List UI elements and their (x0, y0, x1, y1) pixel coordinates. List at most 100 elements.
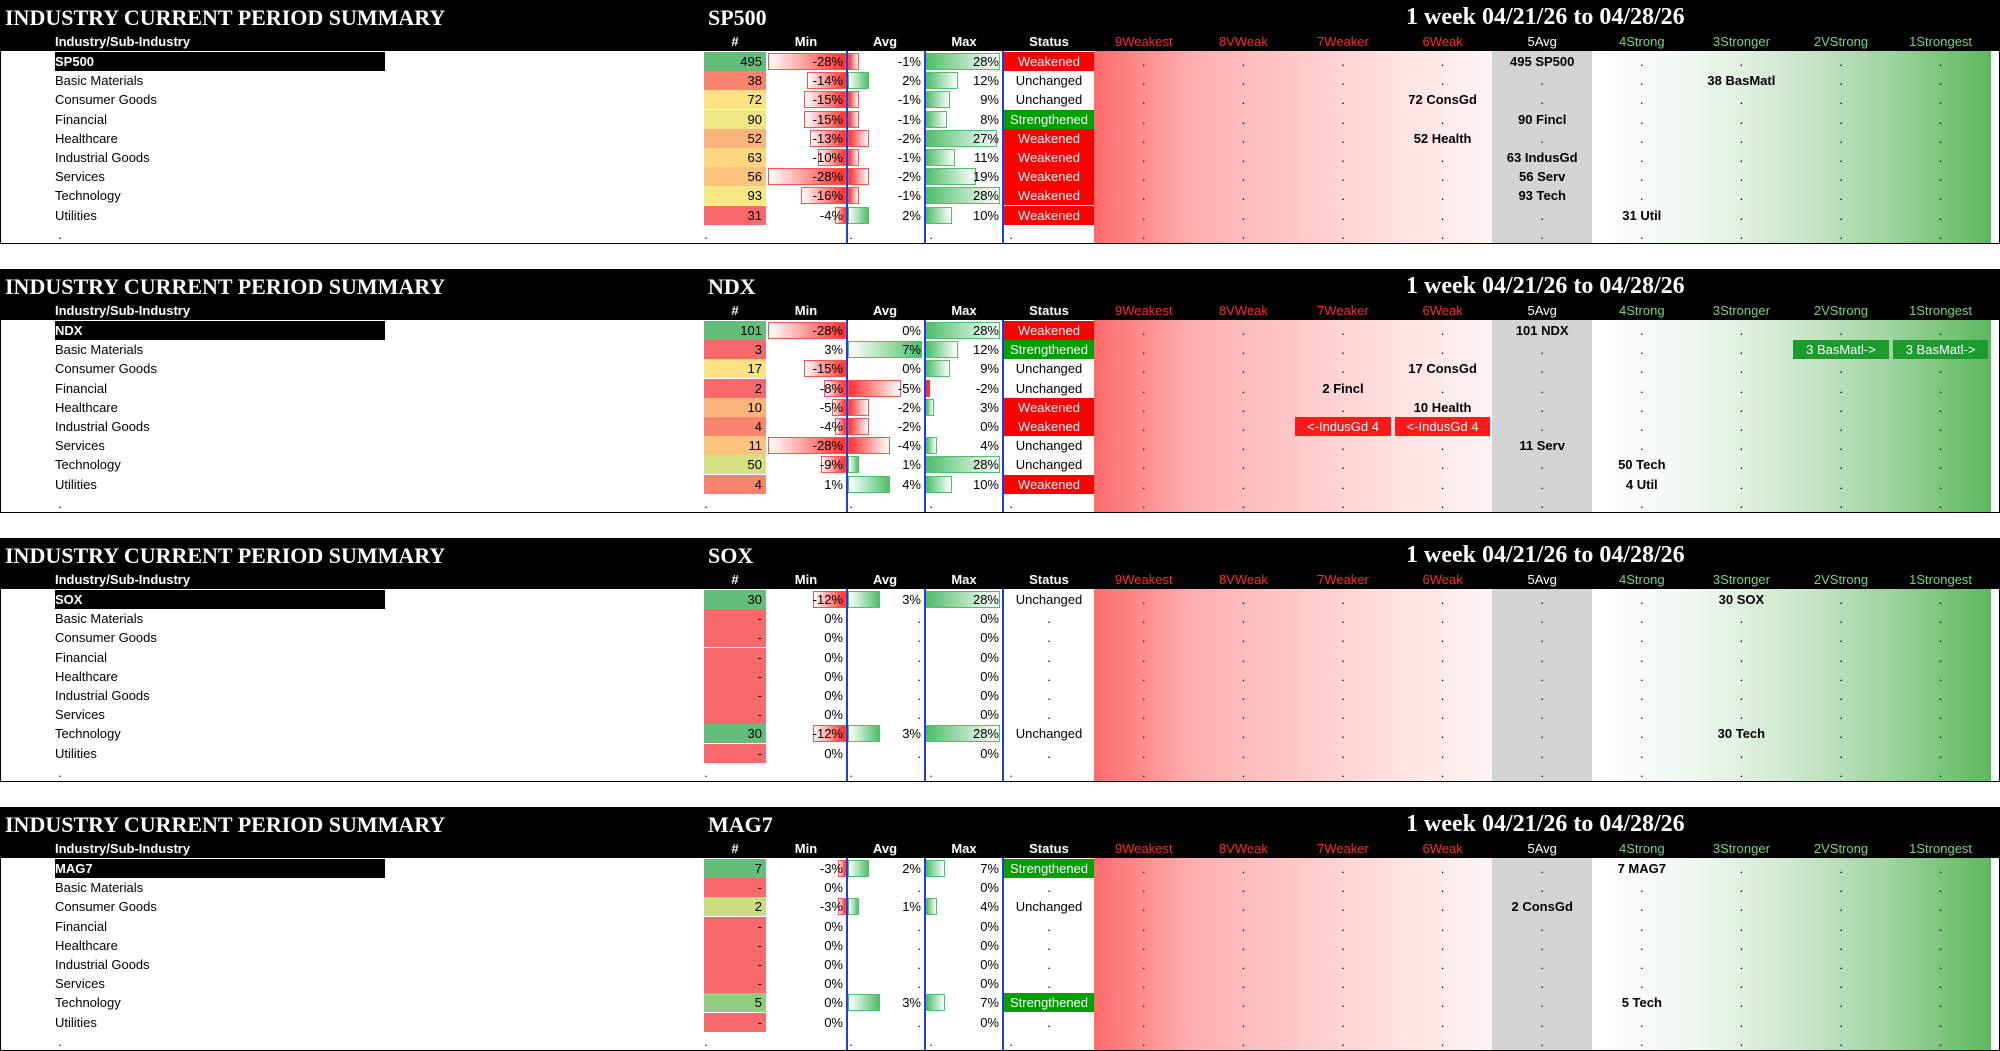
rank-empty-dot: . (1141, 1033, 1146, 1049)
rank-empty-dot: . (1440, 150, 1445, 165)
rank-empty-dot: . (1739, 188, 1744, 204)
rank-placement: 4 Util (1625, 476, 1658, 492)
row-avg-value: -1% (897, 92, 921, 108)
row-max-value: 4% (980, 438, 999, 454)
max-bar (926, 398, 934, 416)
rank-empty-dot: . (1839, 995, 1843, 1011)
row-max-value: 0% (980, 957, 999, 972)
row-min-value: 3% (824, 342, 843, 358)
row-count: 4 (704, 417, 766, 436)
rank-empty-dot: . (1440, 1014, 1445, 1030)
rank-empty-dot: . (1639, 399, 1644, 415)
col-header-max: Max (951, 841, 977, 856)
rank-empty-dot: . (1839, 150, 1843, 165)
row-min: -15% (766, 90, 846, 109)
max-bar (926, 456, 1000, 474)
rank-empty-dot: . (1241, 54, 1246, 69)
panel-title: INDUSTRY CURRENT PERIOD SUMMARY (5, 543, 446, 568)
rank-empty-dot: . (1639, 649, 1644, 665)
rank-empty-dot: . (1241, 668, 1246, 684)
rank-empty-dot: . (1739, 649, 1744, 665)
rank-empty-dot: . (1141, 861, 1146, 876)
rank-empty-dot: . (1540, 937, 1544, 953)
rank-empty-dot: . (1739, 226, 1744, 242)
row-count: 38 (704, 71, 766, 91)
rank-empty-dot: . (1141, 649, 1146, 665)
column-divider (846, 589, 848, 781)
rank-empty-dot: . (1241, 73, 1246, 89)
rank-empty-dot: . (1440, 630, 1445, 646)
rank-empty-dot: . (1341, 668, 1345, 684)
rank-move-box: 3 BasMatl-> (1892, 340, 1989, 360)
rank-empty-dot: . (1241, 130, 1246, 146)
rank-empty-dot: . (1739, 419, 1744, 434)
row-avg: -2% (848, 129, 924, 148)
rank-header-6: 4Strong (1619, 303, 1665, 318)
row-avg: 0% (848, 321, 924, 340)
row-max-value: 3% (980, 399, 999, 415)
row-avg: 3% (848, 724, 924, 743)
row-count: 4 (704, 474, 766, 494)
rank-empty-dot: . (1739, 611, 1744, 627)
rank-zone-6 (1592, 589, 1693, 781)
row-min: -28% (766, 436, 846, 455)
row-max-value: 28% (972, 54, 999, 69)
min-bar (837, 898, 846, 916)
panel-title-bar: INDUSTRY CURRENT PERIOD SUMMARY SOX 1 week… (1, 539, 1999, 569)
rank-placement: 52 Health (1413, 130, 1472, 146)
rank-empty-dot: . (1839, 323, 1843, 338)
rank-empty-dot: . (1241, 476, 1246, 492)
row-label: Utilities (55, 476, 97, 492)
row-label: Utilities (55, 1014, 97, 1030)
rank-empty-dot: . (1241, 361, 1246, 377)
row-min-value: -16% (812, 188, 843, 204)
rank-header-6: 4Strong (1619, 572, 1665, 587)
row-min: -5% (766, 398, 846, 417)
row-max-value: 9% (980, 92, 999, 108)
row-min: 0% (766, 993, 846, 1012)
rank-empty-dot: . (1341, 918, 1345, 934)
rank-empty-dot: . (1141, 668, 1146, 684)
row-count: 30 (704, 724, 766, 744)
row-max: 7% (926, 993, 1002, 1012)
row-max: 28% (926, 321, 1002, 340)
filler-dot: . (58, 1033, 62, 1049)
rank-empty-dot: . (1639, 495, 1644, 511)
rank-empty-dot: . (1639, 188, 1644, 204)
rank-empty-dot: . (1440, 726, 1445, 742)
rank-empty-dot: . (1938, 764, 1943, 780)
avg-bar (848, 72, 870, 90)
row-status: . (1047, 688, 1051, 703)
row-status: . (1047, 880, 1051, 896)
rank-empty-dot: . (1639, 226, 1644, 242)
rank-empty-dot: . (1839, 957, 1843, 972)
row-avg-value: 0% (902, 361, 921, 377)
rank-empty-dot: . (1341, 649, 1345, 665)
row-max: 0% (926, 609, 1002, 628)
rank-empty-dot: . (1839, 457, 1843, 473)
rank-empty-dot: . (1938, 937, 1943, 953)
row-avg-value: 4% (902, 476, 921, 492)
row-avg-value: -2% (897, 130, 921, 146)
rank-header-8: 2VStrong (1813, 34, 1869, 49)
row-min-value: -12% (812, 592, 843, 607)
row-min-value: 0% (824, 937, 843, 953)
col-header-count: # (731, 841, 739, 856)
row-avg-value: . (917, 649, 921, 665)
rank-placement: 7 MAG7 (1617, 861, 1666, 876)
rank-zone-6 (1592, 320, 1693, 512)
rank-placement: 17 ConsGd (1408, 361, 1477, 377)
row-avg-value: . (917, 630, 921, 646)
rank-empty-dot: . (1141, 976, 1146, 992)
row-count: 11 (704, 436, 766, 456)
rank-placement: 63 IndusGd (1506, 150, 1578, 165)
row-max: 28% (926, 590, 1002, 609)
row-max-value: 0% (980, 976, 999, 992)
rank-header-9: 1Strongest (1909, 303, 1973, 318)
rank-empty-dot: . (1440, 73, 1445, 89)
rank-empty-dot: . (1839, 937, 1843, 953)
rank-empty-dot: . (1141, 419, 1146, 434)
rank-empty-dot: . (1540, 726, 1544, 742)
rank-zone-3 (1293, 51, 1394, 243)
rank-zone-9 (1890, 589, 1991, 781)
